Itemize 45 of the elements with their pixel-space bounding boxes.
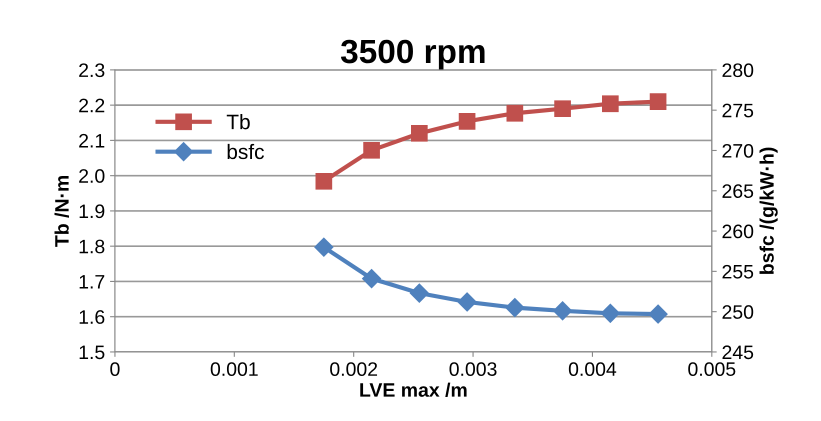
point <box>648 304 668 324</box>
y-tick-label: 2.1 <box>79 134 104 148</box>
y2-axis-title: bsfc /(g/kW·h) <box>760 148 778 274</box>
x-tick-label: 0.002 <box>330 362 378 376</box>
point <box>506 104 524 122</box>
point <box>602 95 619 112</box>
x-tick-label: 0.001 <box>210 362 258 376</box>
y-tick-label: 1.6 <box>80 310 104 324</box>
y2-tick-label: 265 <box>722 184 754 198</box>
x-axis-title: LVE max /m <box>360 382 467 398</box>
legend-label: bsfc <box>228 144 264 160</box>
point <box>411 125 428 142</box>
point <box>362 269 382 288</box>
point <box>505 298 524 318</box>
point <box>314 238 334 257</box>
point <box>554 100 571 118</box>
y2-tick-label: 260 <box>722 224 754 238</box>
point <box>363 142 380 159</box>
point <box>458 113 476 130</box>
chart-title: 3500 rpm <box>340 40 485 70</box>
y2-tick-label: 270 <box>722 144 754 158</box>
point <box>553 301 572 320</box>
x-tick-label: 0 <box>110 362 120 376</box>
point <box>650 93 666 110</box>
x-tick-label: 0.005 <box>688 362 736 376</box>
y2-tick-label: 255 <box>722 264 754 279</box>
y-tick-label: 2.0 <box>79 169 104 183</box>
y2-tick-label: 250 <box>722 305 754 319</box>
x-tick-label: 0.004 <box>568 362 616 376</box>
y-tick-label: 1.8 <box>80 240 104 254</box>
legend-label: Tb <box>226 114 250 130</box>
y-axis-title: Tb /N·m <box>54 176 69 247</box>
y-tick-label: 2.3 <box>79 63 104 78</box>
y2-tick-label: 275 <box>722 104 754 118</box>
y-tick-label: 2.2 <box>79 98 104 112</box>
x-tick-label: 0.003 <box>449 362 497 376</box>
y-tick-label: 1.7 <box>80 275 104 288</box>
y-tick-label: 1.9 <box>80 204 104 218</box>
point <box>458 292 477 312</box>
point <box>316 172 332 190</box>
y2-tick-label: 280 <box>722 63 754 78</box>
y2-tick-label: 245 <box>722 345 754 360</box>
y-tick-label: 1.5 <box>80 346 104 360</box>
point <box>600 304 620 323</box>
point <box>410 284 429 303</box>
